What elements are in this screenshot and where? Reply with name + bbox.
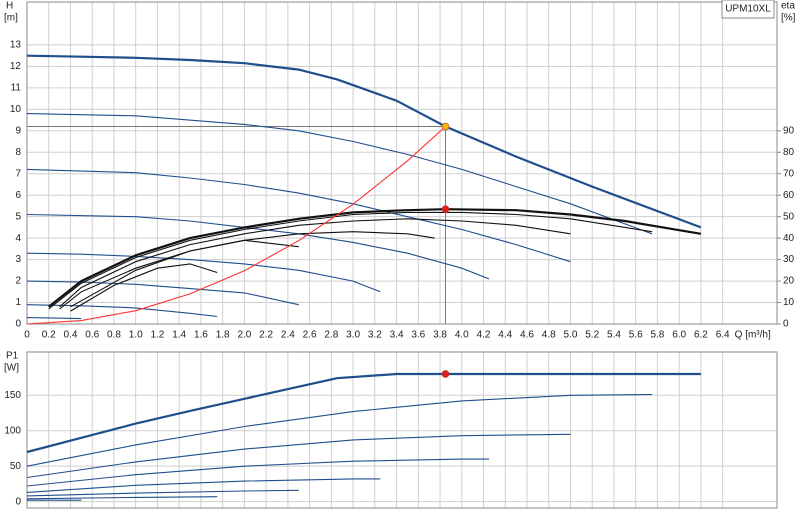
x-tick-label: 3.8 [433, 330, 447, 341]
x-tick-label: 5.4 [607, 330, 621, 341]
x-tick-label: 5.0 [564, 330, 578, 341]
x-tick-label: 5.8 [650, 330, 664, 341]
x-tick-label: 4.8 [542, 330, 556, 341]
x-tick-label: 1.4 [172, 330, 186, 341]
y-tick-label: 0 [15, 496, 21, 507]
y-tick-label: 12 [10, 61, 22, 72]
y-tick-label: 150 [4, 390, 21, 401]
y2-axis-unit: [%] [781, 13, 796, 24]
curve [48, 211, 653, 310]
y2-tick-label: 0 [783, 319, 789, 330]
y2-axis-label: eta [781, 1, 795, 12]
x-tick-label: 2.6 [303, 330, 317, 341]
curve [26, 489, 299, 497]
y2-tick-label: 40 [783, 233, 795, 244]
y-tick-label: 6 [15, 190, 21, 201]
y-tick-label: 100 [4, 425, 21, 436]
x-tick-label: 1.8 [216, 330, 230, 341]
x-tick-label: 0 [24, 330, 30, 341]
y-tick-label: 50 [10, 461, 22, 472]
y2-tick-label: 60 [783, 190, 795, 201]
curve [26, 433, 571, 479]
x-tick-label: 0.4 [64, 330, 78, 341]
curve [26, 458, 489, 487]
curve [26, 252, 381, 293]
curve [26, 168, 571, 263]
curve [26, 317, 82, 320]
y2-tick-label: 80 [783, 147, 795, 158]
curve [26, 113, 653, 235]
x-tick-label: 4.0 [455, 330, 469, 341]
x-tick-label: 5.2 [585, 330, 599, 341]
x-tick-label: 3.6 [411, 330, 425, 341]
plot-frame [26, 1, 778, 325]
x-tick-label: 0.8 [107, 330, 121, 341]
y-tick-label: 13 [10, 40, 22, 51]
y-tick-label: 11 [11, 83, 22, 94]
legend-box [721, 0, 775, 19]
duty-point [441, 370, 450, 378]
x-tick-label: 2.4 [281, 330, 295, 341]
curve [59, 218, 571, 308]
y2-tick-label: 50 [783, 211, 795, 222]
legend-text: UPM10XL [725, 4, 771, 15]
x-tick-label: 3.2 [368, 330, 382, 341]
x-tick-label: 1.0 [129, 330, 143, 341]
x-tick-label: 4.4 [498, 330, 512, 341]
x-tick-label: 0.6 [85, 330, 99, 341]
x-tick-label: 6.0 [672, 330, 686, 341]
y-tick-label: 3 [15, 254, 21, 265]
x-tick-label: 4.6 [520, 330, 534, 341]
y2-tick-label: 30 [783, 254, 795, 265]
y2-tick-label: 10 [783, 297, 795, 308]
x-tick-label: 6.2 [694, 330, 708, 341]
x-tick-label: 2.0 [237, 330, 251, 341]
curve [26, 304, 218, 318]
curve [26, 393, 653, 467]
duty-point [441, 122, 450, 131]
y-tick-label: 9 [15, 125, 21, 136]
y-tick-label: 2 [15, 276, 21, 287]
curve [70, 239, 299, 308]
y-tick-label: 7 [15, 168, 21, 179]
curve [70, 263, 218, 312]
y-tick-label: 0 [15, 319, 21, 330]
y-axis-unit: [W] [4, 363, 19, 374]
x-tick-label: 3.0 [346, 330, 360, 341]
x-tick-label: 3.4 [390, 330, 404, 341]
curve [26, 126, 446, 325]
curve [26, 478, 381, 493]
y2-tick-label: 90 [783, 125, 795, 136]
x-tick-label: 2.8 [324, 330, 338, 341]
y-tick-label: 5 [15, 211, 21, 222]
y-tick-label: 10 [10, 104, 22, 115]
x-axis-label: Q [m³/h] [735, 330, 771, 341]
plot-frame [26, 351, 778, 509]
y-tick-label: 4 [15, 233, 21, 244]
y-tick-label: 8 [15, 147, 21, 158]
curve [26, 496, 218, 500]
y2-tick-label: 70 [783, 168, 795, 179]
x-tick-label: 2.2 [259, 330, 273, 341]
x-tick-label: 1.6 [194, 330, 208, 341]
curve [26, 54, 702, 229]
curve [26, 372, 701, 454]
x-tick-label: 6.4 [716, 330, 730, 341]
curve [48, 208, 702, 308]
y-axis-label: P1 [6, 351, 19, 362]
y2-tick-label: 20 [783, 276, 795, 287]
y-tick-label: 1 [15, 297, 21, 308]
y-axis-label: H [6, 1, 13, 12]
curve [26, 280, 299, 306]
x-tick-label: 5.6 [629, 330, 643, 341]
curve [59, 231, 435, 310]
y-axis-unit: [m] [4, 13, 18, 24]
x-tick-label: 0.2 [42, 330, 56, 341]
duty-point [441, 205, 450, 213]
x-tick-label: 1.2 [150, 330, 164, 341]
x-tick-label: 4.2 [477, 330, 491, 341]
